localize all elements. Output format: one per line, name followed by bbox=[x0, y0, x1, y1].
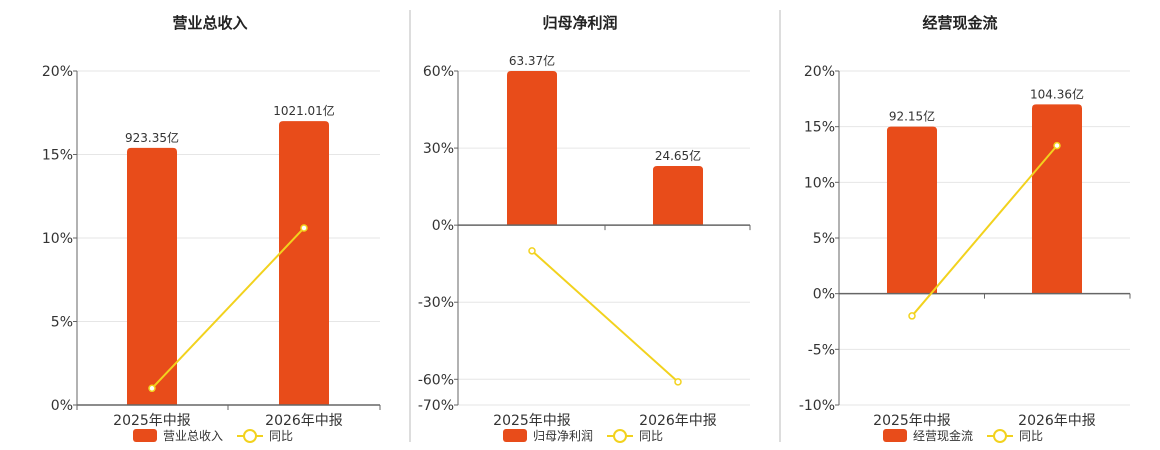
y-tick-label: 10% bbox=[42, 231, 73, 247]
x-category-label: 2025年中报 bbox=[493, 413, 571, 429]
bar-value-label: 24.65亿 bbox=[655, 148, 701, 163]
yoy-point bbox=[528, 247, 536, 255]
y-tick-label: -70% bbox=[418, 398, 454, 414]
x-category-label: 2025年中报 bbox=[873, 413, 951, 429]
y-tick-label: 20% bbox=[804, 64, 835, 80]
x-category-label: 2026年中报 bbox=[1018, 413, 1096, 429]
yoy-line bbox=[151, 227, 305, 389]
y-tick-label: 20% bbox=[42, 64, 73, 80]
bar bbox=[653, 166, 703, 226]
y-tick-label: -30% bbox=[418, 295, 454, 311]
yoy-point bbox=[300, 224, 308, 232]
bar-value-label: 923.35亿 bbox=[125, 130, 179, 145]
yoy-point bbox=[1053, 141, 1061, 150]
yoy-point bbox=[148, 384, 156, 393]
legend-label-line: 同比 bbox=[1019, 429, 1043, 443]
y-tick-label: 60% bbox=[423, 64, 454, 80]
x-category-label: 2026年中报 bbox=[265, 413, 343, 429]
legend-marker-line bbox=[613, 429, 627, 443]
chart-title: 营业总收入 bbox=[172, 14, 247, 32]
yoy-line bbox=[911, 144, 1058, 317]
y-tick-label: 15% bbox=[804, 120, 835, 136]
chart-title: 经营现金流 bbox=[922, 14, 997, 32]
legend-label-bar: 营业总收入 bbox=[163, 429, 223, 443]
x-category-label: 2026年中报 bbox=[639, 413, 717, 429]
bar-value-label: 104.36亿 bbox=[1030, 86, 1084, 101]
yoy-point bbox=[908, 312, 916, 320]
yoy-line bbox=[531, 250, 679, 383]
bar bbox=[1032, 104, 1082, 294]
legend-marker-line bbox=[993, 429, 1007, 443]
bar bbox=[279, 121, 329, 405]
legend-label-bar: 归母净利润 bbox=[533, 429, 593, 443]
y-tick-label: -5% bbox=[808, 342, 835, 358]
legend-swatch-bar bbox=[133, 429, 157, 442]
legend-marker-line bbox=[243, 429, 257, 443]
y-tick-label: -60% bbox=[418, 372, 454, 388]
yoy-point bbox=[674, 378, 682, 386]
chart-title: 归母净利润 bbox=[542, 14, 617, 32]
y-tick-label: -10% bbox=[799, 398, 835, 414]
legend-swatch-bar bbox=[503, 429, 527, 442]
bar bbox=[887, 126, 937, 294]
legend-label-line: 同比 bbox=[639, 429, 663, 443]
y-tick-label: 30% bbox=[423, 141, 454, 157]
x-category-label: 2025年中报 bbox=[113, 413, 191, 429]
y-tick-label: 5% bbox=[51, 315, 73, 331]
y-tick-label: 10% bbox=[804, 175, 835, 191]
y-tick-label: 0% bbox=[432, 218, 454, 234]
bar-value-label: 92.15亿 bbox=[889, 109, 935, 124]
legend-label-bar: 经营现金流 bbox=[913, 428, 973, 443]
y-tick-label: 15% bbox=[42, 148, 73, 164]
bar-value-label: 1021.01亿 bbox=[273, 103, 335, 118]
legend-swatch-bar bbox=[883, 429, 907, 442]
y-tick-label: 0% bbox=[51, 398, 73, 414]
bar bbox=[507, 71, 557, 226]
bar-value-label: 63.37亿 bbox=[509, 53, 555, 68]
y-tick-label: 0% bbox=[813, 287, 835, 303]
bar bbox=[127, 147, 177, 405]
legend-label-line: 同比 bbox=[269, 429, 293, 443]
y-tick-label: 5% bbox=[813, 231, 835, 247]
